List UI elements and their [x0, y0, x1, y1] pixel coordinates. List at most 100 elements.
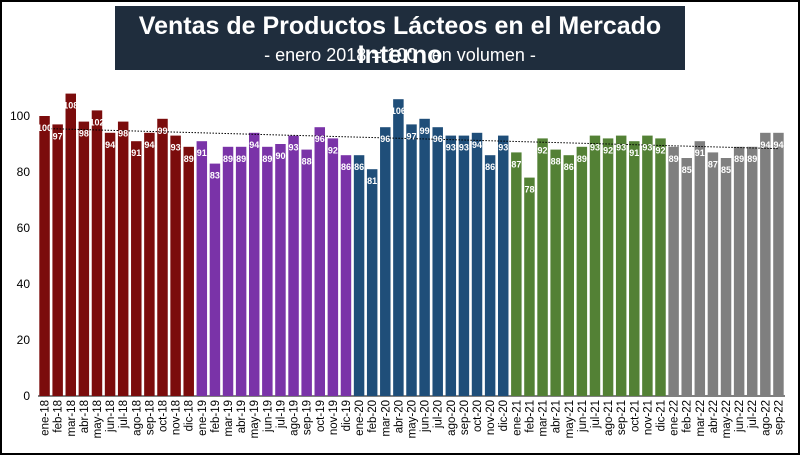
bar — [629, 141, 640, 396]
bar — [262, 146, 273, 396]
bar — [720, 158, 732, 396]
data-label: 102 — [89, 117, 104, 127]
bar — [537, 138, 548, 396]
data-label: 87 — [708, 159, 718, 169]
data-label: 94 — [144, 140, 154, 150]
data-label: 93 — [616, 143, 626, 153]
data-label: 97 — [406, 131, 416, 141]
data-label: 98 — [118, 129, 128, 139]
x-tick-label: feb-22 — [682, 400, 694, 433]
bar — [393, 99, 404, 396]
bar — [248, 132, 260, 397]
data-label: 91 — [695, 148, 705, 158]
bar — [209, 163, 221, 396]
title-box: Ventas de Productos Lácteos en el Mercad… — [115, 6, 685, 70]
x-tick-label: abr-21 — [551, 400, 563, 433]
data-label: 96 — [433, 134, 443, 144]
bar — [694, 141, 706, 396]
data-label: 99 — [420, 126, 430, 136]
data-label: 94 — [773, 140, 783, 150]
data-label: 86 — [564, 162, 574, 172]
bar — [314, 127, 326, 396]
data-label: 91 — [197, 148, 207, 158]
x-tick-label: jun-21 — [577, 400, 589, 433]
data-label: 89 — [262, 154, 272, 164]
bar — [471, 132, 483, 397]
x-tick-label: ene-19 — [197, 400, 209, 436]
bar — [681, 158, 692, 396]
x-tick-label: nov-19 — [328, 400, 340, 435]
x-tick-label: may-21 — [564, 400, 576, 438]
x-tick-label: may-18 — [92, 400, 104, 438]
bar — [157, 118, 168, 397]
data-label: 93 — [498, 143, 508, 153]
data-label: 92 — [603, 145, 613, 155]
chart-subtitle: - enero 2018 = 100 , en volumen - — [264, 45, 536, 65]
bar — [222, 146, 234, 396]
data-label: 89 — [577, 154, 587, 164]
x-tick-label: may-20 — [407, 400, 419, 438]
bar — [131, 141, 142, 396]
x-tick-label: sep-21 — [616, 400, 628, 435]
x-tick-label: ago-21 — [603, 400, 615, 436]
x-tick-label: ago-19 — [289, 400, 301, 436]
bar — [642, 135, 653, 396]
data-label: 94 — [249, 140, 259, 150]
data-label: 108 — [63, 101, 78, 111]
x-tick-label: jun-18 — [105, 400, 117, 433]
x-tick-label: nov-18 — [171, 400, 183, 435]
x-tick-label: dic-21 — [656, 400, 668, 431]
bar — [563, 155, 575, 396]
x-tick-label: sep-18 — [144, 400, 156, 435]
data-label: 89 — [734, 154, 744, 164]
bar — [511, 152, 522, 396]
data-label: 93 — [590, 143, 600, 153]
bar — [144, 132, 155, 397]
data-label: 93 — [289, 143, 299, 153]
bar — [773, 132, 784, 397]
data-label: 88 — [551, 157, 561, 167]
data-label: 89 — [669, 154, 679, 164]
bar — [170, 135, 181, 396]
x-tick-label: feb-19 — [210, 400, 222, 433]
bar — [458, 135, 470, 396]
data-label: 92 — [655, 145, 665, 155]
x-tick-label: abr-20 — [393, 400, 405, 433]
x-tick-label: ene-21 — [511, 400, 523, 436]
data-label: 96 — [380, 134, 390, 144]
bar — [366, 169, 378, 396]
x-tick-label: mar-19 — [223, 400, 235, 436]
data-label: 86 — [354, 162, 364, 172]
x-tick-label: feb-21 — [524, 400, 536, 433]
x-tick-label: dic-19 — [341, 400, 353, 431]
bar — [353, 155, 365, 396]
bar — [668, 146, 679, 396]
bar — [340, 155, 352, 396]
y-tick-label: 0 — [23, 389, 30, 403]
x-tick-label: ago-20 — [446, 400, 458, 436]
bar — [484, 155, 496, 396]
x-tick-label: dic-20 — [498, 400, 510, 431]
x-tick-label: mar-20 — [380, 400, 392, 436]
x-tick-label: jun-20 — [420, 400, 432, 433]
data-label: 94 — [472, 140, 482, 150]
data-label: 89 — [236, 154, 246, 164]
bar — [288, 135, 299, 396]
x-tick-label: nov-20 — [485, 400, 497, 435]
x-tick-label: jun-19 — [262, 400, 274, 433]
data-label: 85 — [682, 165, 692, 175]
bar — [524, 177, 535, 396]
bar — [576, 146, 588, 396]
x-tick-label: jul-19 — [275, 400, 287, 429]
x-tick-label: jun-22 — [734, 400, 746, 433]
x-tick-label: feb-20 — [367, 400, 379, 433]
x-tick-label: may-22 — [721, 400, 733, 438]
data-label: 92 — [538, 145, 548, 155]
x-tick-label: jul-18 — [118, 400, 130, 429]
data-label: 91 — [131, 148, 141, 158]
data-label: 98 — [79, 129, 89, 139]
bar — [746, 146, 758, 396]
bar — [497, 135, 509, 396]
x-tick-label: jul-21 — [590, 400, 602, 429]
bar — [602, 138, 614, 396]
